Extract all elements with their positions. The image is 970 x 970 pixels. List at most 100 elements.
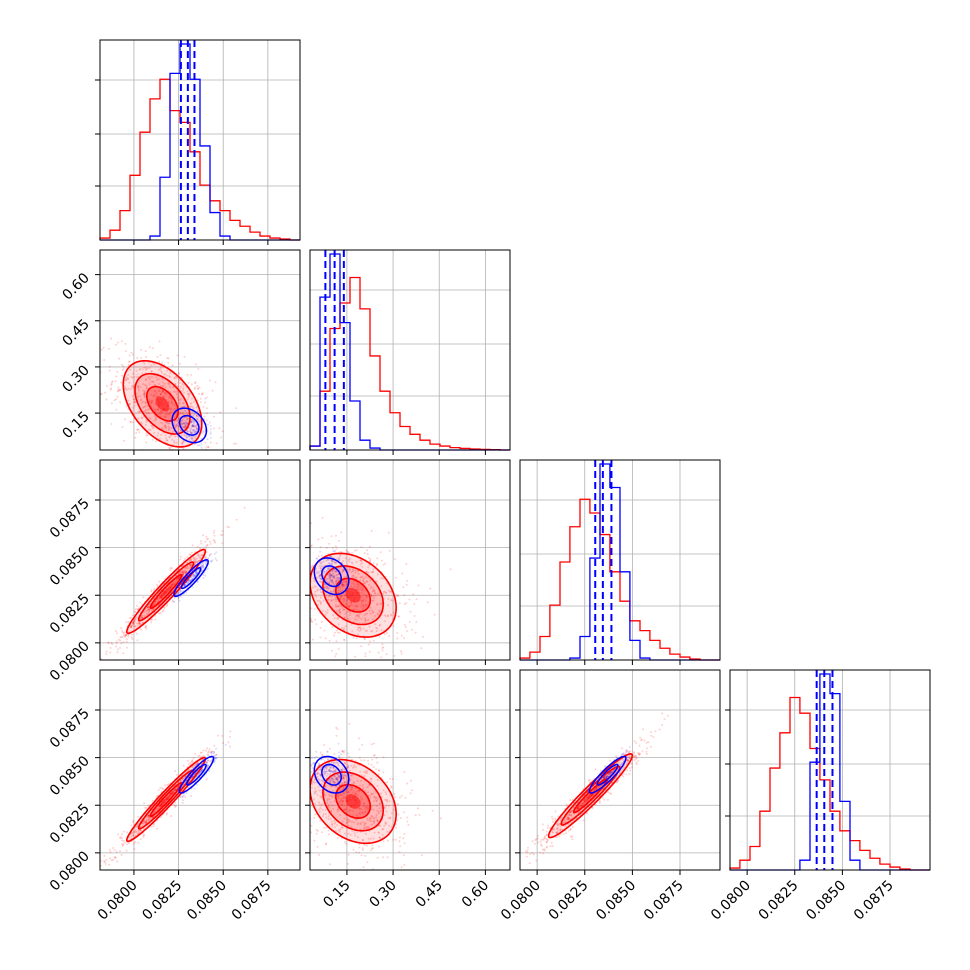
red-sample-point [345, 842, 348, 845]
blue-sample-point [329, 562, 332, 565]
blue-sample-point [338, 556, 341, 559]
blue-sample-point [332, 588, 335, 591]
red-sample-point [372, 754, 375, 757]
blue-sample-point [210, 752, 213, 755]
blue-sample-point [331, 572, 334, 575]
blue-sample-point [334, 778, 337, 781]
red-sample-point [189, 564, 192, 567]
red-sample-point [362, 599, 365, 602]
red-sample-point [194, 558, 197, 561]
red-sample-point [140, 616, 143, 619]
red-sample-point [342, 782, 345, 785]
red-sample-point [383, 620, 386, 623]
red-sample-point [332, 807, 335, 810]
blue-sample-point [341, 769, 344, 772]
red-sample-point [350, 603, 353, 606]
blue-sample-point [173, 596, 176, 599]
red-sample-point [340, 798, 343, 801]
red-sample-point [121, 839, 124, 842]
red-sample-point [194, 386, 196, 389]
red-sample-point [137, 395, 140, 398]
blue-sample-point [191, 423, 194, 426]
blue-sample-point [330, 769, 333, 772]
red-sample-point [366, 770, 369, 773]
red-sample-point [349, 612, 352, 615]
blue-sample-point [206, 438, 209, 441]
red-sample-point [165, 427, 168, 430]
red-contour [134, 372, 191, 435]
red-sample-point [192, 400, 195, 403]
red-sample-point [341, 820, 344, 823]
red-sample-point [335, 574, 338, 577]
blue-sample-point [328, 562, 331, 565]
red-sample-point [356, 585, 359, 588]
red-sample-point [390, 785, 393, 788]
red-sample-point [176, 577, 179, 580]
red-sample-point [147, 819, 150, 822]
red-sample-point [185, 571, 188, 574]
red-sample-point [353, 764, 356, 767]
red-sample-point [361, 811, 364, 814]
red-sample-point [204, 556, 206, 559]
red-sample-point [176, 376, 179, 379]
red-sample-point [216, 559, 218, 562]
blue-sample-point [192, 775, 195, 777]
red-sample-point [124, 635, 127, 638]
blue-sample-point [192, 425, 194, 427]
red-sample-point [137, 385, 140, 388]
red-sample-point [376, 563, 379, 565]
red-sample-point [334, 768, 337, 771]
blue-sample-point [318, 778, 320, 781]
red-sample-point [339, 794, 342, 797]
red-sample-point [156, 434, 159, 437]
red-sample-point [350, 788, 353, 791]
red-sample-point [364, 832, 367, 835]
red-sample-point [181, 423, 184, 426]
red-sample-point [342, 800, 345, 802]
red-sample-point [306, 560, 308, 562]
red-sample-point [144, 610, 147, 613]
red-sample-point [136, 356, 139, 359]
red-sample-point [144, 410, 147, 413]
red-sample-point [315, 828, 318, 831]
blue-sample-point [316, 570, 319, 573]
red-sample-point [324, 794, 327, 797]
red-sample-point [115, 642, 118, 645]
panel-frame [99, 459, 301, 661]
red-sample-point [153, 394, 156, 396]
blue-sample-point [321, 758, 324, 760]
red-sample-point [121, 629, 124, 632]
blue-sample-point [195, 427, 198, 430]
red-sample-point [325, 826, 328, 829]
blue-sample-point [320, 591, 322, 593]
red-sample-point [125, 376, 128, 379]
blue-sample-point [312, 781, 315, 784]
red-sample-point [358, 616, 361, 619]
red-sample-point [124, 418, 127, 421]
red-sample-point [133, 619, 136, 622]
red-sample-point [323, 586, 326, 589]
blue-sample-point [319, 588, 322, 591]
red-sample-point [152, 394, 155, 397]
red-sample-point [182, 570, 184, 573]
red-sample-point [321, 536, 324, 539]
blue-contour [186, 763, 207, 786]
red-sample-point [193, 425, 196, 428]
red-sample-point [358, 748, 361, 751]
red-sample-point [144, 624, 147, 627]
red-sample-point [189, 554, 192, 556]
red-sample-point [150, 621, 153, 624]
red-sample-point [347, 819, 350, 822]
blue-sample-point [215, 757, 218, 760]
red-sample-point [208, 760, 211, 763]
red-sample-point [342, 751, 345, 754]
red-sample-point [215, 754, 218, 756]
red-sample-point [88, 667, 90, 669]
blue-sample-point [332, 574, 335, 577]
red-sample-point [363, 593, 366, 596]
blue-sample-point [338, 784, 341, 787]
red-sample-point [372, 766, 375, 769]
red-sample-point [341, 584, 344, 587]
red-sample-point [385, 821, 388, 824]
red-sample-point [375, 580, 378, 583]
